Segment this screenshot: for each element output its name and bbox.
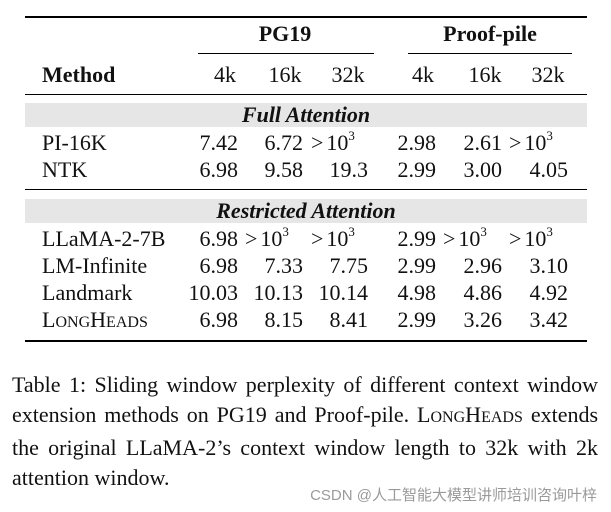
row-method-pi16k: PI-16K xyxy=(42,130,107,155)
cell: 4.05 xyxy=(529,157,569,182)
table-caption: Table 1: Sliding window perplexity of di… xyxy=(12,370,598,493)
cell: 19.3 xyxy=(329,157,369,182)
section-full-attention-band xyxy=(25,103,587,127)
cell-greater-than: >103 xyxy=(245,223,289,251)
subheader-proofpile-4k: 4k xyxy=(412,62,434,87)
cell: 2.98 xyxy=(397,130,437,155)
cell-greater-than: >103 xyxy=(509,223,553,251)
proofpile-cmidrule xyxy=(408,53,572,54)
cell: 10.03 xyxy=(188,280,239,305)
cell: 7.42 xyxy=(199,130,239,155)
cell: 6.98 xyxy=(199,307,239,332)
cell: 2.99 xyxy=(397,157,437,182)
pg19-cmidrule xyxy=(198,53,374,54)
table-bottom-rule xyxy=(25,340,587,342)
section-divider-rule xyxy=(25,189,587,190)
section-title-restricted-attention: Restricted Attention xyxy=(216,198,396,223)
caption-method-name: LONGHEADS xyxy=(417,402,523,427)
cell: 4.86 xyxy=(463,280,503,305)
caption-label: Table 1: xyxy=(12,372,87,397)
row-method-llama2-7b: LLaMA-2-7B xyxy=(42,226,166,251)
cell: 6.72 xyxy=(264,130,304,155)
section-restricted-attention-band xyxy=(25,199,587,223)
cell: 6.98 xyxy=(199,226,239,251)
cell: 2.99 xyxy=(397,307,437,332)
cell: 8.15 xyxy=(264,307,304,332)
method-header: Method xyxy=(42,62,116,87)
cell: 3.42 xyxy=(529,307,569,332)
header-bottom-rule xyxy=(25,94,587,95)
cell: 3.10 xyxy=(529,253,569,278)
caption-text-2: extends the original LLaMA-2’s context w… xyxy=(12,402,599,490)
subheader-pg19-4k: 4k xyxy=(214,62,236,87)
table-top-rule xyxy=(25,16,587,18)
row-method-landmark: Landmark xyxy=(42,280,133,305)
cell: 2.61 xyxy=(463,130,503,155)
row-method-ntk: NTK xyxy=(42,157,88,182)
caption-text-1: Sliding window perplexity of different c… xyxy=(12,372,598,427)
cell: 10.14 xyxy=(318,280,369,305)
cell-greater-than: >103 xyxy=(443,223,487,251)
section-title-full-attention: Full Attention xyxy=(241,102,371,127)
cell: 3.00 xyxy=(463,157,503,182)
watermark: CSDN @人工智能大模型讲师培训咨询叶梓 xyxy=(310,487,597,504)
group-header-pg19: PG19 xyxy=(258,21,312,46)
cell: 4.98 xyxy=(397,280,437,305)
cell-greater-than: >103 xyxy=(311,127,355,155)
subheader-pg19-16k: 16k xyxy=(268,62,302,87)
cell: 6.98 xyxy=(199,253,239,278)
subheader-proofpile-32k: 32k xyxy=(531,62,565,87)
cell-greater-than: >103 xyxy=(311,223,355,251)
cell: 8.41 xyxy=(329,307,369,332)
row-method-lm-infinite: LM-Infinite xyxy=(42,253,148,278)
cell: 10.13 xyxy=(253,280,304,305)
cell: 3.26 xyxy=(463,307,503,332)
cell: 2.99 xyxy=(397,253,437,278)
row-method-longheads: LONGHEADS xyxy=(42,307,148,332)
group-header-proofpile: Proof-pile xyxy=(443,21,537,46)
cell: 6.98 xyxy=(199,157,239,182)
cell: 4.92 xyxy=(529,280,569,305)
cell-greater-than: >103 xyxy=(509,127,553,155)
cell: 2.99 xyxy=(397,226,437,251)
cell: 2.96 xyxy=(463,253,503,278)
subheader-pg19-32k: 32k xyxy=(331,62,365,87)
cell: 7.33 xyxy=(264,253,304,278)
subheader-proofpile-16k: 16k xyxy=(468,62,502,87)
cell: 9.58 xyxy=(264,157,304,182)
cell: 7.75 xyxy=(329,253,369,278)
